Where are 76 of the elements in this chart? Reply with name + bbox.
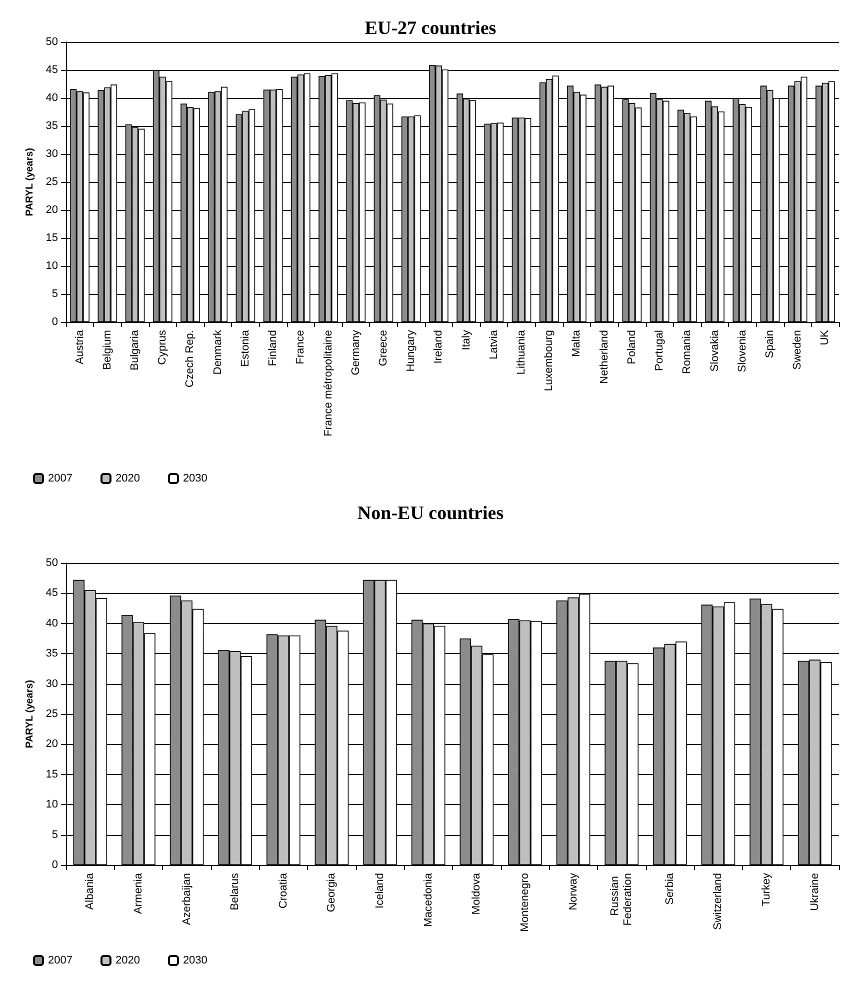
y-tick-label: 15: [46, 232, 58, 244]
y-tick-label: 35: [46, 648, 58, 660]
y-tick-label: 35: [46, 120, 58, 132]
x-tick-label: Malta: [570, 329, 583, 357]
x-tick-label: Bulgaria: [129, 329, 142, 370]
y-tick-label: 25: [46, 708, 58, 720]
x-tick-label: Iceland: [374, 873, 386, 908]
y-tick-label: 30: [46, 148, 58, 160]
legend-label: 2020: [115, 954, 140, 966]
x-tick-label: UK: [819, 329, 832, 346]
y-tick-label: 5: [52, 288, 58, 300]
legend-label: 2020: [115, 472, 140, 484]
x-tick-label: Germany: [350, 330, 362, 376]
x-tick-label: Turkey: [760, 872, 773, 906]
y-tick-label: 10: [46, 260, 58, 272]
x-tick-label: Georgia: [326, 872, 338, 912]
y-tick-label: 5: [52, 828, 58, 841]
y-tick-label: 15: [46, 768, 58, 780]
x-tick-label: Slovakia: [708, 329, 721, 372]
x-tick-label: Moldova: [470, 872, 483, 915]
x-tick-label: Cyprus: [156, 330, 169, 365]
y-tick-label: 40: [46, 92, 58, 104]
x-tick-label: Latvia: [488, 329, 500, 360]
y-tick-label: 45: [46, 587, 58, 600]
x-tick-label: Estonia: [239, 329, 252, 367]
x-tick-label: Albania: [84, 872, 96, 910]
x-tick-label: Sweden: [792, 330, 804, 370]
x-tick-label: Luxembourg: [543, 330, 556, 392]
y-tick-label: 25: [46, 176, 58, 188]
x-tick-label: Serbia: [664, 872, 676, 905]
x-tick-label: France: [294, 330, 307, 364]
x-tick-label: Czech Rep.: [184, 330, 196, 388]
y-tick-label: 40: [46, 617, 58, 630]
x-tick-label: Poland: [626, 330, 638, 364]
x-tick-label: Austria: [74, 329, 86, 364]
legend-label: 2030: [182, 954, 208, 966]
x-tick-label: Finland: [267, 330, 280, 366]
y-tick-label: 10: [46, 798, 58, 811]
y-axis-title: PARYL (years): [24, 148, 36, 216]
x-tick-label: Spain: [764, 330, 776, 358]
x-tick-label: France métropolitaine: [322, 330, 334, 436]
x-tick-label: Russian Federation: [609, 873, 634, 926]
x-tick-label: Denmark: [212, 330, 224, 375]
x-tick-label: Ireland: [432, 330, 445, 364]
y-tick-label: 20: [46, 738, 58, 750]
legend-label: 2030: [182, 472, 208, 484]
x-tick-label: Norway: [567, 872, 580, 910]
y-tick-label: 0: [52, 859, 58, 871]
x-tick-label: Azerbaijan: [180, 873, 193, 925]
x-tick-label: Romania: [681, 329, 694, 374]
x-tick-label: Croatia: [277, 872, 290, 908]
chart-title: EU-27 countries: [364, 18, 496, 39]
chart-title: Non-EU countries: [357, 503, 504, 524]
x-tick-label: Armenia: [132, 872, 144, 914]
x-tick-label: Netherland: [598, 330, 610, 384]
x-tick-label: Ukraine: [808, 873, 821, 911]
x-tick-label: Switzerland: [712, 873, 724, 930]
x-tick-label: Lithuania: [516, 329, 528, 375]
x-tick-label: Montenegro: [518, 873, 531, 932]
y-tick-label: 30: [46, 678, 58, 690]
y-tick-label: 0: [52, 316, 58, 328]
y-tick-label: 20: [46, 204, 58, 216]
legend-label: 2007: [48, 954, 72, 966]
x-tick-label: Greece: [377, 330, 390, 366]
y-tick-label: 50: [46, 557, 58, 569]
x-tick-label: Portugal: [654, 330, 666, 371]
legend-label: 2007: [48, 472, 72, 484]
y-tick-label: 45: [46, 64, 58, 76]
y-tick-label: 50: [46, 36, 58, 48]
x-tick-label: Macedonia: [422, 872, 434, 927]
x-tick-label: Slovenia: [736, 329, 748, 372]
x-tick-label: Italy: [460, 330, 472, 350]
x-tick-label: Belgium: [101, 330, 114, 370]
x-tick-label: Hungary: [405, 330, 418, 372]
y-axis-title: PARYL (years): [24, 680, 36, 748]
x-tick-label: Belarus: [229, 872, 242, 910]
